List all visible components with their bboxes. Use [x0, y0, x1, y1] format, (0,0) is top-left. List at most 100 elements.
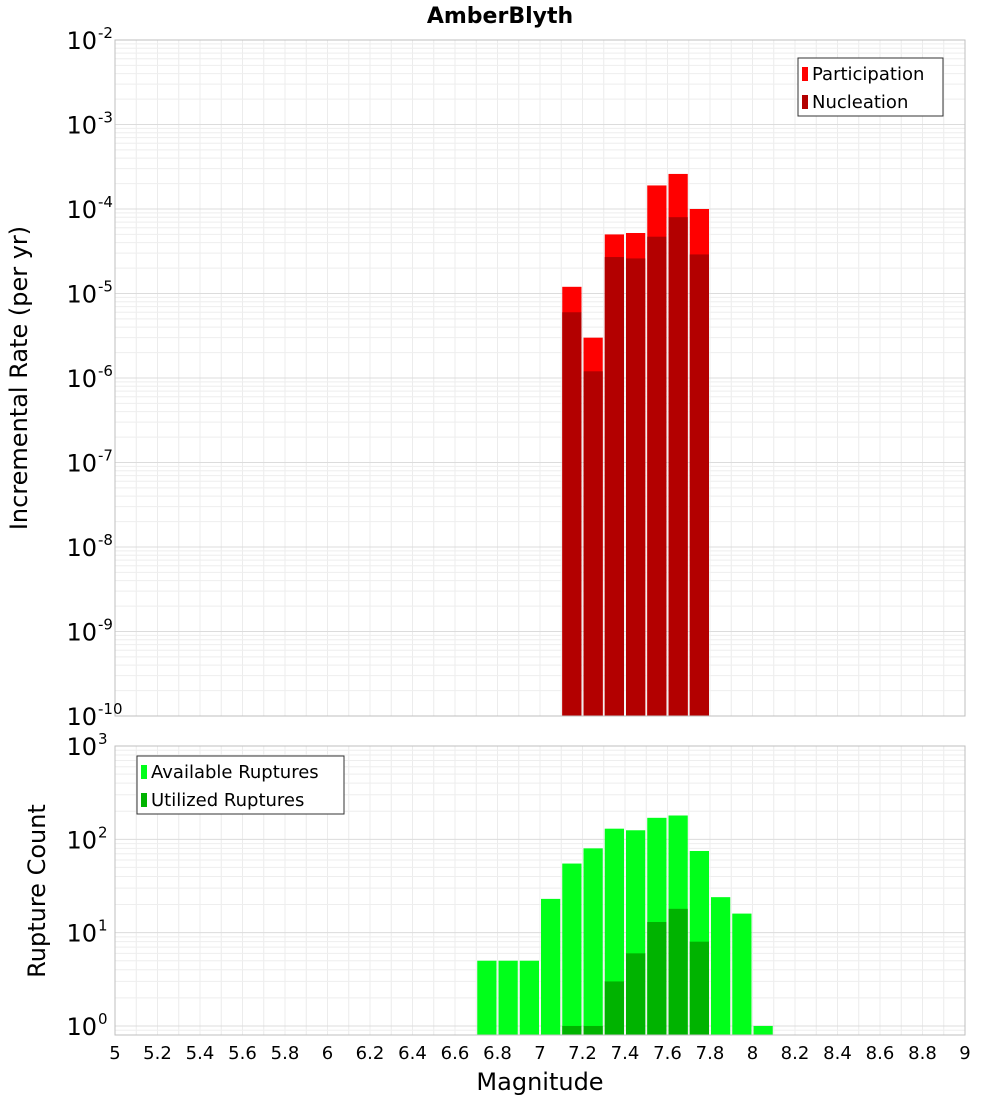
y-tick-base: 10 — [66, 733, 97, 761]
y-tick-label: 10 -4 — [66, 193, 113, 224]
y-tick-exponent: -9 — [98, 616, 113, 634]
x-tick-label: 5.2 — [143, 1043, 172, 1064]
top-y-axis-label: Incremental Rate (per yr) — [5, 226, 33, 530]
y-tick-base: 10 — [66, 826, 97, 854]
y-tick-base: 10 — [66, 365, 97, 393]
top-plot-frame — [114, 39, 966, 717]
x-tick-label: 8.2 — [781, 1043, 810, 1064]
y-tick-base: 10 — [66, 281, 97, 309]
top-bar — [562, 312, 582, 716]
x-tick-label: 5.4 — [186, 1043, 215, 1064]
x-tick-label: 8.6 — [866, 1043, 895, 1064]
y-tick-exponent: 1 — [98, 917, 108, 935]
top-bar — [604, 257, 624, 716]
x-tick-label: 7.2 — [568, 1043, 597, 1064]
x-tick-label: 6 — [322, 1043, 333, 1064]
top-legend-box — [797, 57, 944, 117]
x-tick-label: 7.4 — [611, 1043, 640, 1064]
bottom-bar — [732, 913, 752, 1035]
legend-swatch — [802, 67, 808, 81]
y-tick-label: 10 -9 — [66, 616, 113, 647]
x-tick-label: 6.2 — [356, 1043, 385, 1064]
bottom-plot-frame — [114, 745, 966, 1036]
y-tick-base: 10 — [66, 112, 97, 140]
y-tick-exponent: -4 — [98, 193, 113, 211]
top-gridlines — [114, 39, 966, 717]
y-tick-base: 10 — [66, 703, 97, 731]
y-tick-label: 10 -10 — [66, 700, 122, 731]
y-tick-exponent: -7 — [98, 447, 113, 465]
y-tick-exponent: -6 — [98, 362, 113, 380]
bottom-bar — [583, 848, 603, 1035]
x-tick-labels: 5 5.2 5.4 5.6 5.8 6 6.2 6.4 6.6 6.8 7 7.2 7.4 7.6 7.8 8… — [109, 1043, 970, 1064]
y-tick-exponent: -10 — [98, 700, 123, 718]
y-tick-label: 10 2 — [66, 823, 107, 854]
y-tick-base: 10 — [66, 27, 97, 55]
x-tick-label: 8.8 — [908, 1043, 937, 1064]
x-tick-label: 5.8 — [271, 1043, 300, 1064]
y-tick-label: 10 -7 — [66, 447, 113, 478]
bottom-bar — [498, 960, 518, 1035]
y-tick-label: 10 -6 — [66, 362, 113, 393]
bottom-bar — [753, 1025, 773, 1035]
legend-swatch — [141, 765, 147, 779]
bottom-series-1 — [562, 908, 709, 1035]
bottom-legend: Available Ruptures Utilized Ruptures — [136, 755, 345, 815]
y-tick-label: 10 -5 — [66, 278, 113, 309]
top-bar — [689, 254, 709, 716]
top-bar — [647, 236, 667, 716]
top-bar — [668, 217, 688, 716]
y-tick-exponent: -8 — [98, 531, 113, 549]
bottom-bar — [604, 981, 624, 1035]
top-legend: Participation Nucleation — [797, 57, 944, 117]
bottom-bar — [711, 897, 731, 1035]
x-tick-label: 7 — [534, 1043, 545, 1064]
y-tick-exponent: 2 — [98, 823, 108, 841]
legend-label: Available Ruptures — [151, 762, 319, 783]
y-tick-label: 10 0 — [66, 1010, 107, 1041]
x-tick-label: 6.6 — [441, 1043, 470, 1064]
y-tick-label: 10 -3 — [66, 109, 113, 140]
top-bar — [626, 258, 646, 716]
x-tick-label: 7.6 — [653, 1043, 682, 1064]
y-tick-label: 10 -8 — [66, 531, 113, 562]
bottom-bar — [647, 922, 667, 1035]
x-axis-label: Magnitude — [476, 1068, 603, 1096]
bottom-bar — [519, 960, 539, 1035]
bottom-bar — [583, 1025, 603, 1035]
x-tick-label: 8.4 — [823, 1043, 852, 1064]
top-series-1 — [562, 217, 709, 716]
bottom-bar — [477, 960, 497, 1035]
y-tick-exponent: 3 — [98, 730, 108, 748]
y-tick-label: 10 1 — [66, 917, 107, 948]
bottom-bar — [541, 898, 561, 1035]
y-tick-label: 10 3 — [66, 730, 107, 761]
y-tick-base: 10 — [66, 534, 97, 562]
x-tick-label: 9 — [959, 1043, 970, 1064]
top-bar — [583, 371, 603, 716]
bottom-y-axis-label: Rupture Count — [23, 804, 51, 978]
y-tick-exponent: -5 — [98, 278, 113, 296]
bottom-bar — [668, 908, 688, 1035]
x-tick-label: 5.6 — [228, 1043, 257, 1064]
y-tick-label: 10 -2 — [66, 24, 113, 55]
y-tick-base: 10 — [66, 196, 97, 224]
x-tick-label: 8 — [747, 1043, 758, 1064]
legend-label: Nucleation — [812, 92, 908, 113]
y-tick-base: 10 — [66, 1013, 97, 1041]
legend-label: Utilized Ruptures — [151, 790, 304, 811]
bottom-series-0 — [477, 815, 773, 1035]
bottom-legend-box — [136, 755, 345, 815]
bottom-bar — [562, 1025, 582, 1035]
x-tick-label: 7.8 — [696, 1043, 725, 1064]
x-tick-label: 5 — [109, 1043, 120, 1064]
y-tick-exponent: 0 — [98, 1010, 108, 1028]
bottom-bar — [562, 863, 582, 1035]
y-tick-base: 10 — [66, 920, 97, 948]
bottom-bar — [626, 953, 646, 1035]
bottom-bar — [689, 941, 709, 1035]
